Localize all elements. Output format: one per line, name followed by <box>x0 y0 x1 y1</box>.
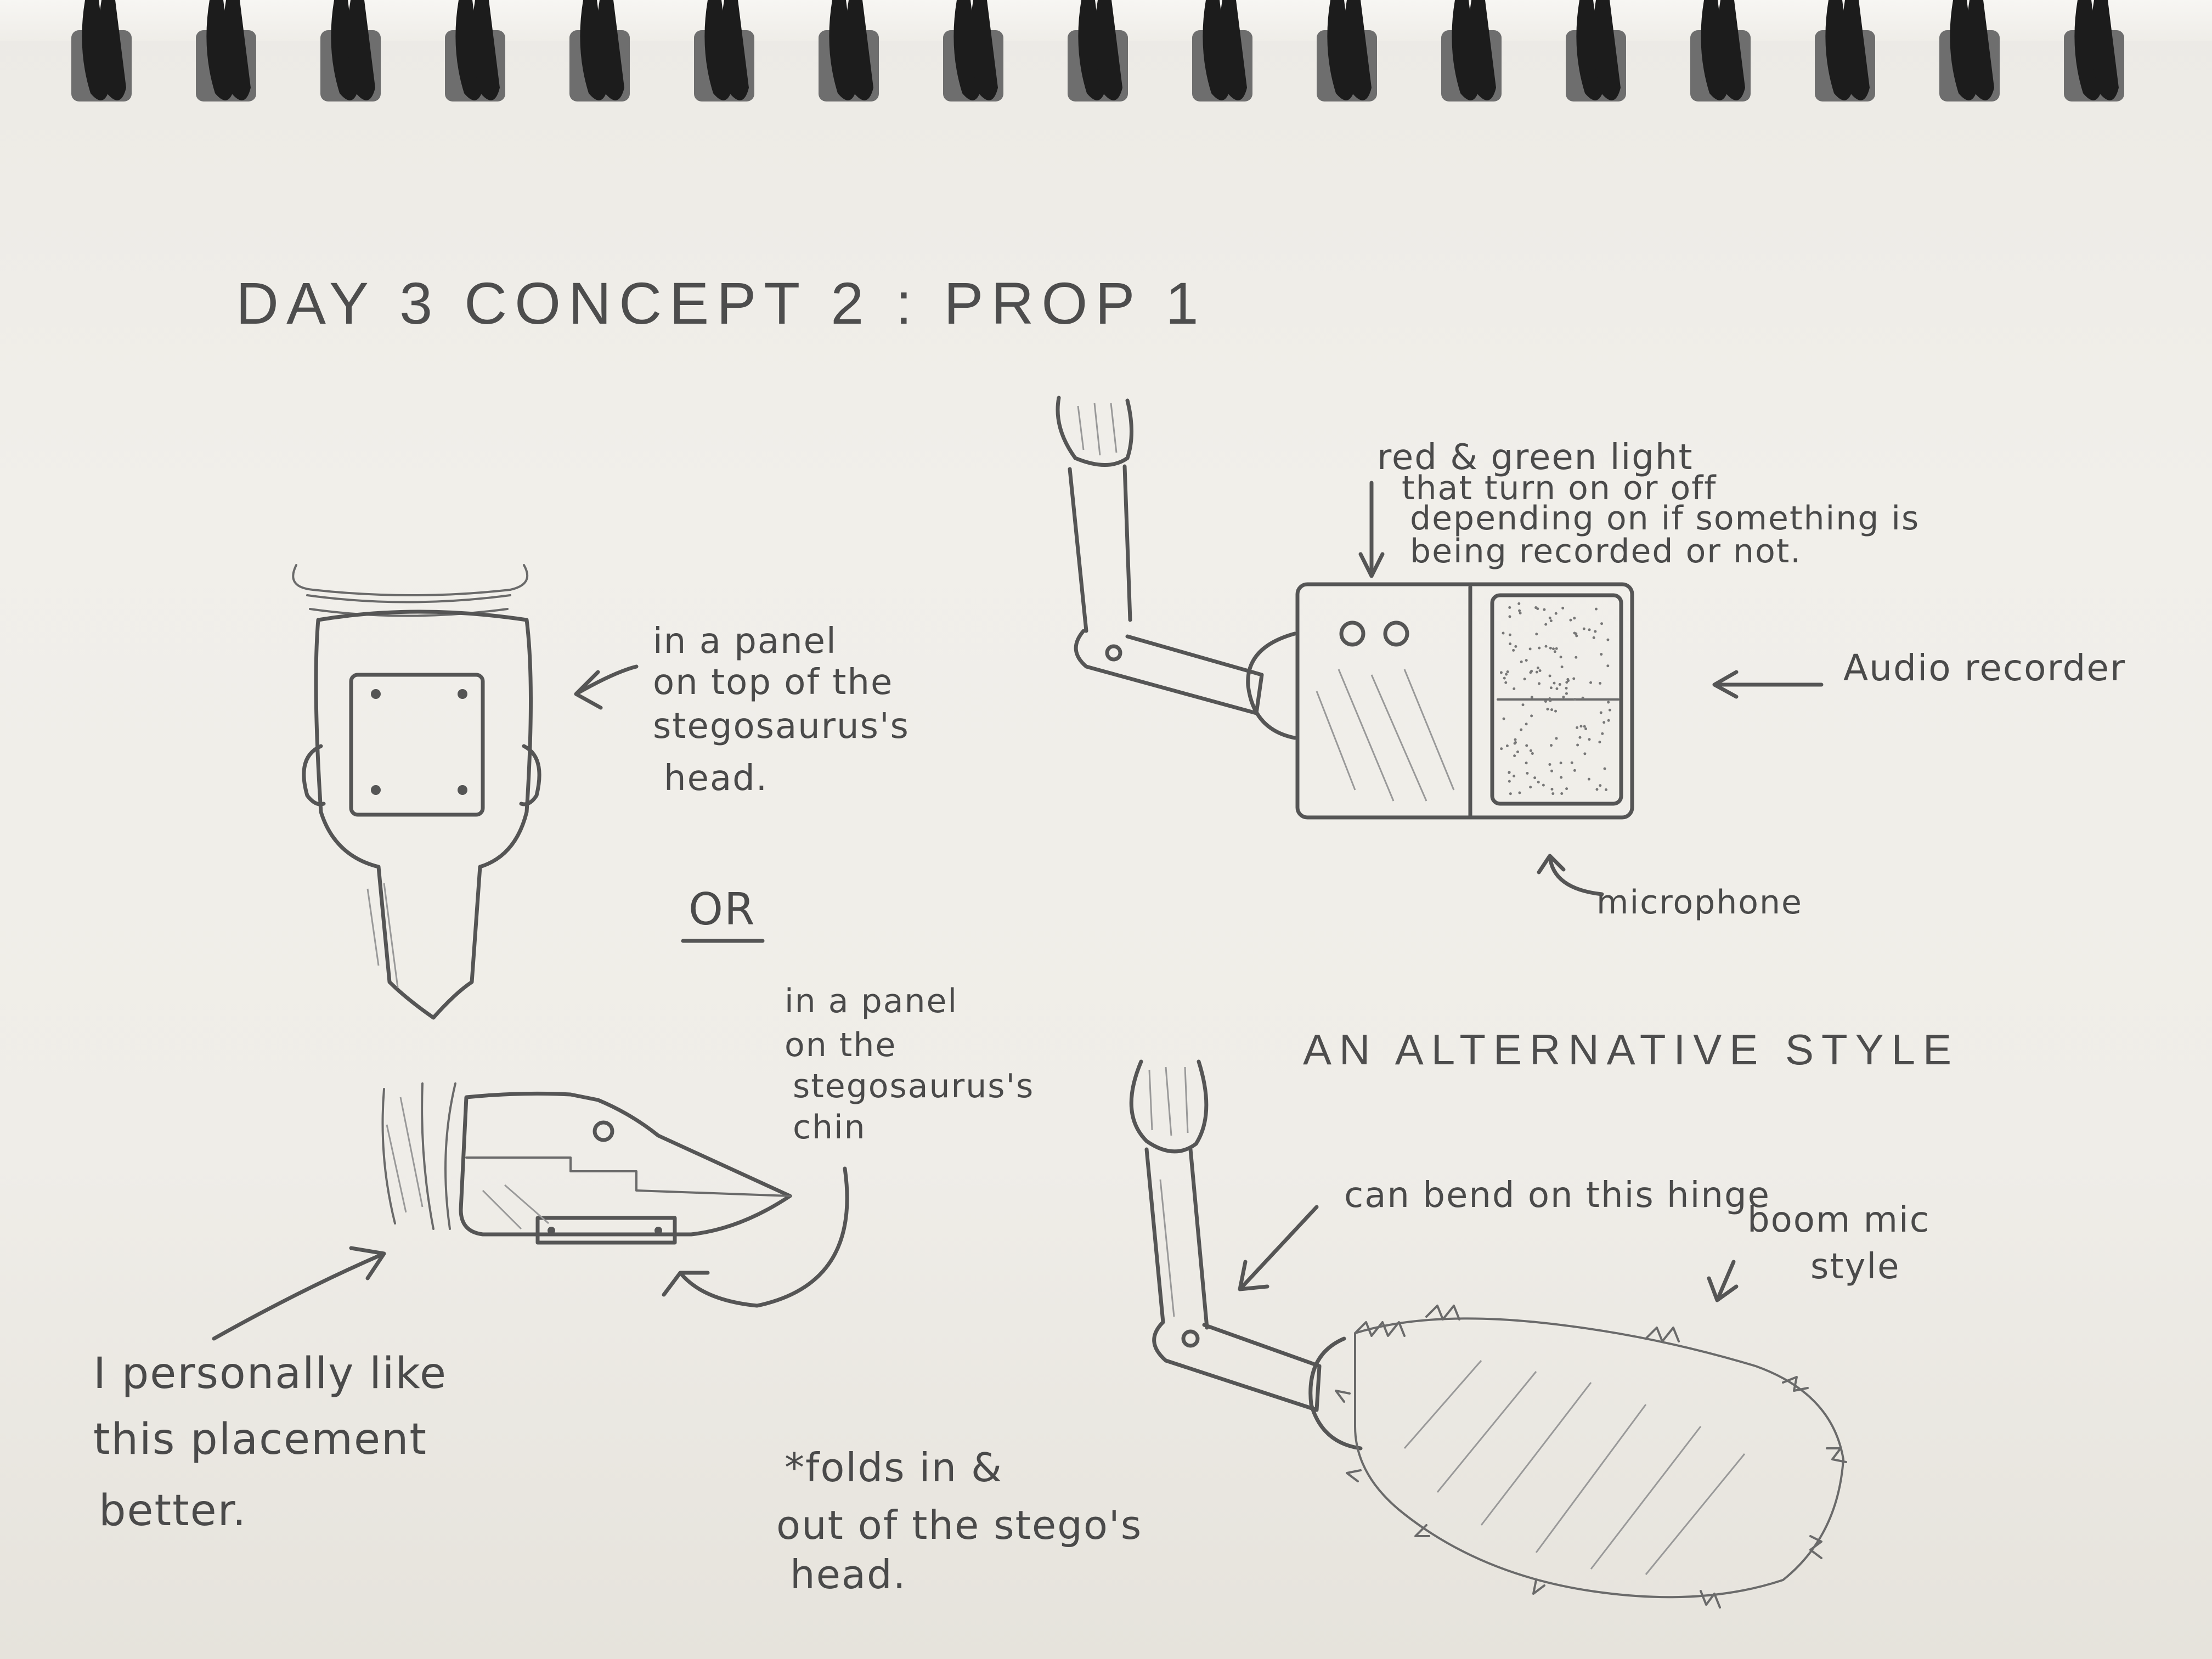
top-note-line-2: on top of the <box>653 662 893 703</box>
binding-ring <box>1939 0 2000 101</box>
chin-note-line-2: on the <box>785 1026 896 1064</box>
binding-ring <box>2064 0 2124 101</box>
light-note-line-3: depending on if something is <box>1410 499 1920 538</box>
hinge-note: can bend on this hinge <box>1344 1175 1770 1216</box>
boom-note-line-1: boom mic <box>1747 1200 1930 1240</box>
chin-panel-note: in a panel on the stegosaurus's chin <box>785 982 1034 1147</box>
chin-note-line-1: in a panel <box>785 982 958 1020</box>
top-note-line-4: head. <box>664 758 768 799</box>
indicator-light-note: red & green light that turn on or off de… <box>1377 437 1920 571</box>
audio-recorder-label: Audio recorder <box>1843 647 2126 689</box>
light-note-line-2: that turn on or off <box>1402 469 1717 507</box>
binding-ring <box>1441 0 1502 101</box>
binding-ring <box>569 0 630 101</box>
boom-mic-drawing <box>1129 1059 1847 1609</box>
light-note-line-1: red & green light <box>1377 437 1694 478</box>
page-heading: DAY 3 CONCEPT 2 : PROP 1 <box>236 270 1206 336</box>
binding-ring <box>819 0 879 101</box>
binding-ring <box>445 0 505 101</box>
audio-recorder-drawing <box>1056 396 1824 896</box>
top-note-line-3: stegosaurus's <box>653 706 910 747</box>
binding-ring <box>320 0 381 101</box>
fold-line-2: out of the stego's <box>776 1502 1142 1548</box>
preference-line-1: I personally like <box>93 1349 447 1398</box>
fold-note: *folds in & out of the stego's head. <box>776 1444 1142 1598</box>
microphone-label: microphone <box>1596 883 1803 922</box>
binding-ring <box>196 0 256 101</box>
binding-ring <box>943 0 1003 101</box>
binding-ring <box>1068 0 1128 101</box>
light-note-line-4: being recorded or not. <box>1410 532 1802 571</box>
preference-line-2: this placement <box>93 1415 427 1464</box>
binding-ring <box>1317 0 1377 101</box>
microphone-grille <box>1499 602 1611 795</box>
top-panel-note: in a panel on top of the stegosaurus's h… <box>653 621 910 799</box>
fold-line-1: *folds in & <box>785 1444 1003 1491</box>
alternative-style-heading: AN ALTERNATIVE STYLE <box>1303 1025 1959 1074</box>
chin-note-line-3: stegosaurus's <box>793 1067 1034 1105</box>
preference-line-3: better. <box>99 1486 247 1536</box>
boom-note-line-2: style <box>1810 1246 1900 1287</box>
chin-note-line-4: chin <box>793 1108 866 1147</box>
stego-head-top-view <box>292 564 639 1020</box>
spiral-binding <box>71 0 2124 101</box>
binding-ring <box>71 0 132 101</box>
preference-note: I personally like this placement better. <box>93 1349 447 1536</box>
binding-ring <box>1192 0 1252 101</box>
or-label: OR <box>689 884 756 935</box>
binding-ring <box>1815 0 1875 101</box>
stego-head-side-view <box>212 1082 849 1341</box>
fold-line-3: head. <box>790 1551 907 1598</box>
binding-ring <box>1566 0 1626 101</box>
binding-ring <box>1690 0 1751 101</box>
top-note-line-1: in a panel <box>653 621 837 662</box>
binding-ring <box>694 0 754 101</box>
